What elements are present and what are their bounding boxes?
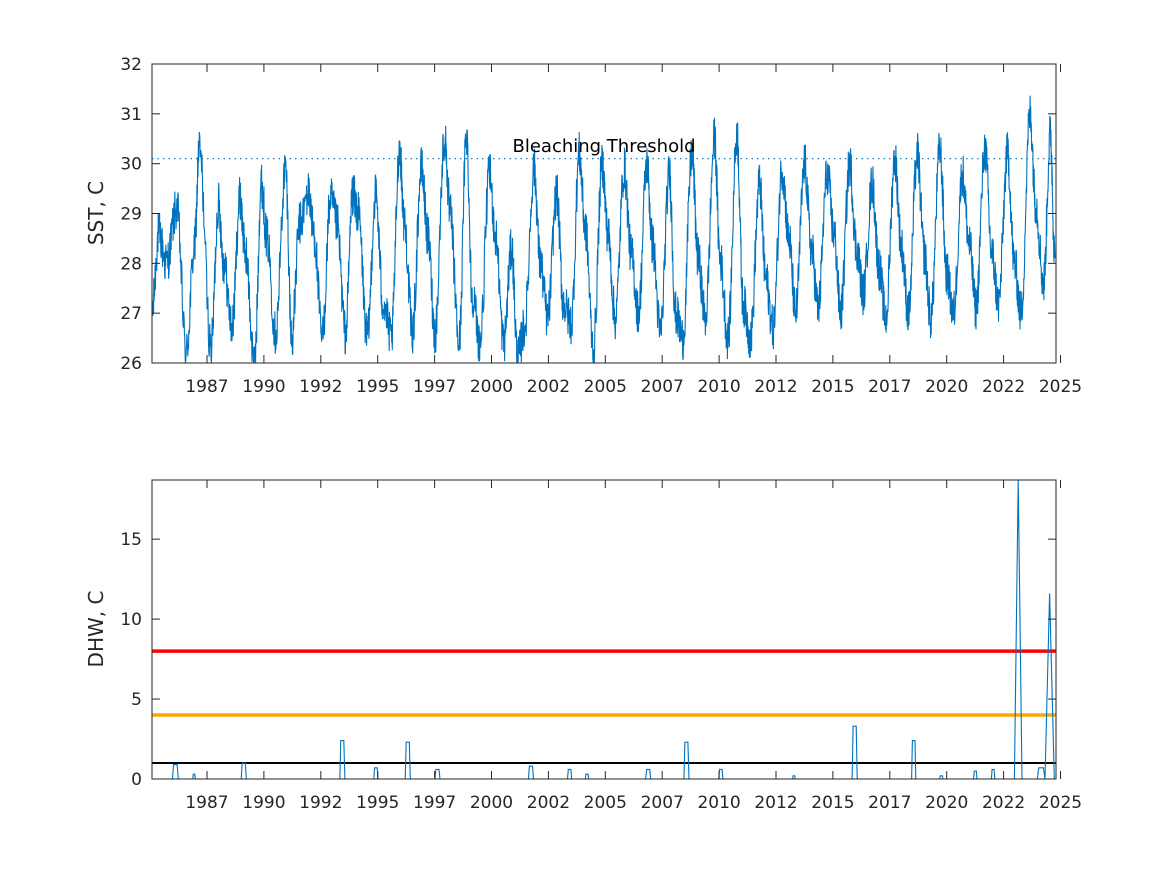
dhw-y-tick-label: 0 bbox=[131, 770, 142, 790]
dhw-series-line bbox=[152, 479, 1056, 780]
sst-y-tick-label: 31 bbox=[120, 105, 142, 125]
sst-y-tick-label: 29 bbox=[120, 205, 142, 225]
sst-x-ticks: 1987 1990 1992 1995 1997 2000 2002 2005 2007 2010… bbox=[185, 64, 1082, 397]
dhw-x-ticks: 1987 1990 1992 1995 1997 2000 2002 2005 2007 2010… bbox=[185, 480, 1082, 813]
dhw-panel: 0 5 10 15 1987 1990 1992 1995 1997 2000 2002 2005 2… bbox=[84, 479, 1082, 813]
sst-x-tick-label: 2022 bbox=[982, 377, 1025, 397]
sst-x-tick-label: 2002 bbox=[527, 377, 570, 397]
dhw-x-tick-label: 2010 bbox=[697, 793, 740, 813]
dhw-x-tick-label: 2020 bbox=[925, 793, 968, 813]
dhw-x-tick-label: 2015 bbox=[811, 793, 854, 813]
sst-x-tick-label: 2015 bbox=[811, 377, 854, 397]
dhw-axes-box bbox=[151, 479, 1057, 780]
dhw-x-tick-label: 2017 bbox=[868, 793, 911, 813]
dhw-x-tick-label: 1992 bbox=[299, 793, 342, 813]
sst-x-tick-label: 2025 bbox=[1039, 377, 1082, 397]
sst-y-tick-label: 28 bbox=[120, 254, 142, 274]
sst-x-tick-label: 1990 bbox=[242, 377, 285, 397]
sst-y-tick-label: 30 bbox=[120, 155, 142, 175]
sst-series-line bbox=[151, 95, 1056, 364]
sst-x-tick-label: 2005 bbox=[584, 377, 627, 397]
dhw-x-tick-label: 2005 bbox=[584, 793, 627, 813]
bleaching-threshold-annotation: Bleaching Threshold bbox=[512, 136, 695, 157]
dhw-plot-area bbox=[152, 479, 1056, 780]
dhw-y-ticks: 0 5 10 15 bbox=[120, 530, 1056, 790]
sst-x-tick-label: 2020 bbox=[925, 377, 968, 397]
sst-x-tick-label: 2017 bbox=[868, 377, 911, 397]
dhw-x-tick-label: 1990 bbox=[242, 793, 285, 813]
dhw-x-tick-label: 2000 bbox=[470, 793, 513, 813]
dhw-x-tick-label: 1997 bbox=[413, 793, 456, 813]
sst-y-tick-label: 32 bbox=[120, 55, 142, 75]
sst-x-tick-label: 1995 bbox=[356, 377, 399, 397]
sst-plot-area bbox=[151, 95, 1056, 364]
dhw-y-tick-label: 5 bbox=[131, 690, 142, 710]
dhw-x-tick-label: 2012 bbox=[754, 793, 797, 813]
sst-x-tick-label: 2000 bbox=[470, 377, 513, 397]
sst-x-tick-label: 2010 bbox=[697, 377, 740, 397]
sst-x-tick-label: 2007 bbox=[641, 377, 684, 397]
sst-x-tick-label: 1997 bbox=[413, 377, 456, 397]
sst-x-tick-label: 1987 bbox=[185, 377, 228, 397]
dhw-x-tick-label: 2007 bbox=[641, 793, 684, 813]
sst-y-ticks: 26 27 28 29 30 31 32 bbox=[120, 55, 1056, 374]
dhw-y-tick-label: 10 bbox=[120, 610, 142, 630]
dhw-x-tick-label: 1987 bbox=[185, 793, 228, 813]
sst-y-tick-label: 27 bbox=[120, 304, 142, 324]
sst-y-axis-label: SST, C bbox=[84, 181, 108, 245]
sst-x-tick-label: 2012 bbox=[754, 377, 797, 397]
dhw-x-tick-label: 2022 bbox=[982, 793, 1025, 813]
dhw-x-tick-label: 2002 bbox=[527, 793, 570, 813]
sst-x-tick-label: 1992 bbox=[299, 377, 342, 397]
dhw-y-axis-label: DHW, C bbox=[84, 591, 108, 668]
dhw-x-tick-label: 1995 bbox=[356, 793, 399, 813]
sst-panel: 26 27 28 29 30 31 32 1987 1990 1992 1995 1997 2000 2… bbox=[84, 55, 1082, 397]
dhw-x-tick-label: 2025 bbox=[1039, 793, 1082, 813]
sst-y-tick-label: 26 bbox=[120, 354, 142, 374]
dhw-y-tick-label: 15 bbox=[120, 530, 142, 550]
